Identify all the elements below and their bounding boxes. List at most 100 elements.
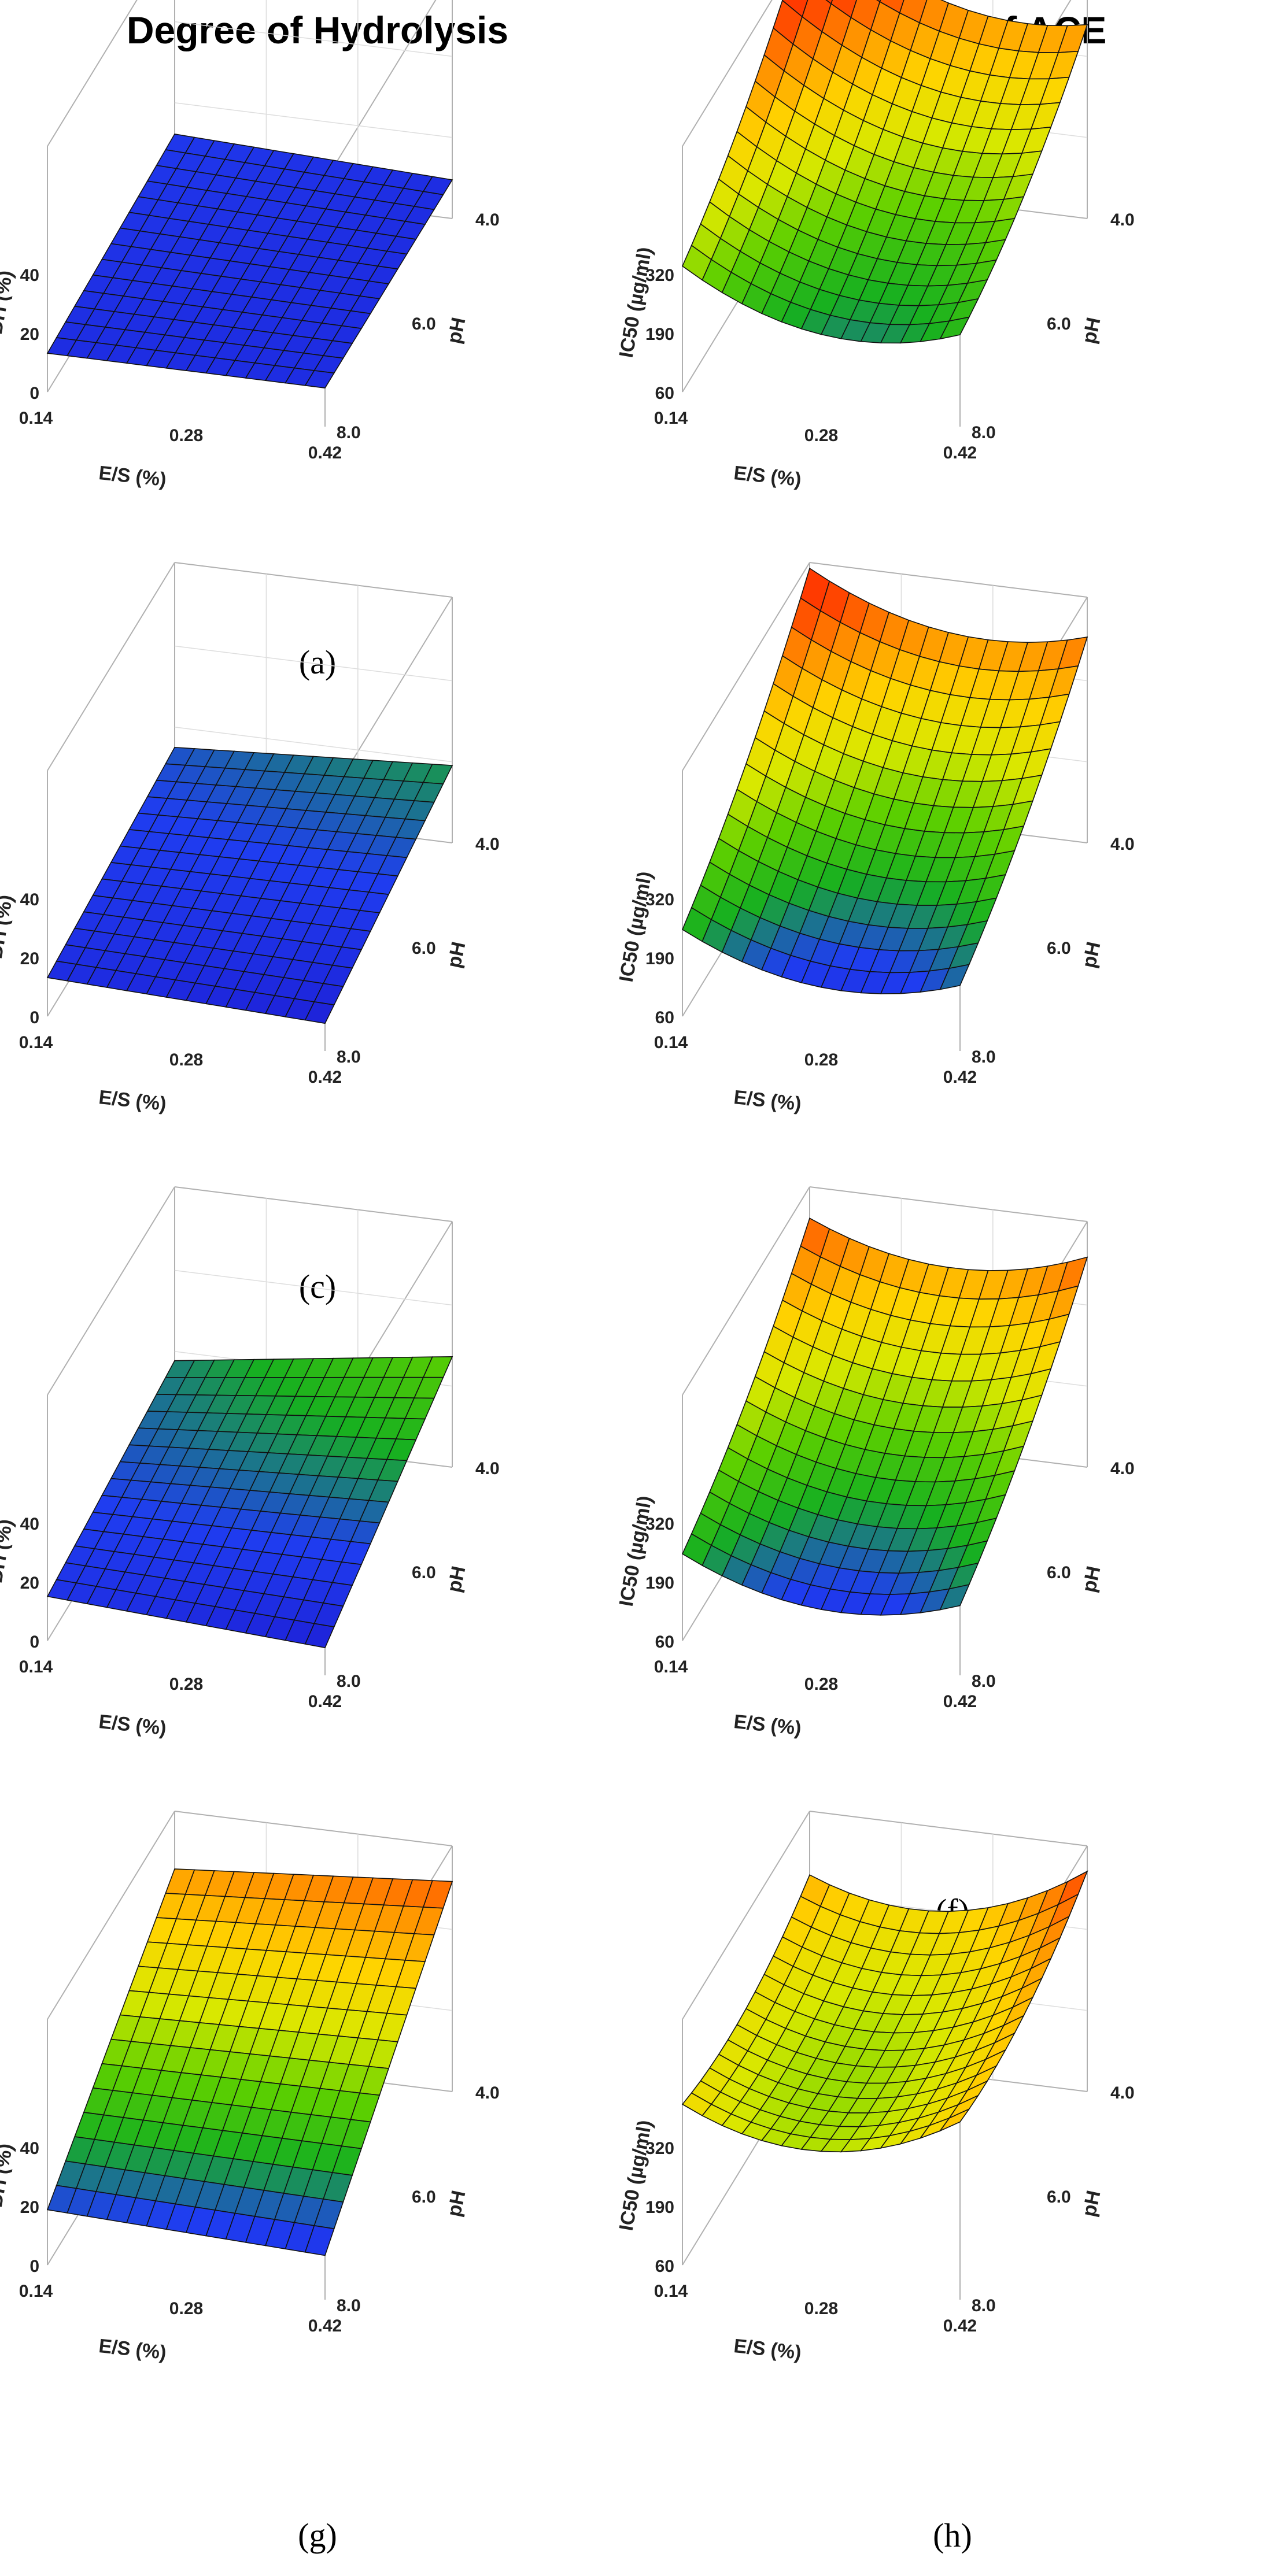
- panel-caption: (c): [298, 1268, 337, 1305]
- y-axis-label: pH: [1078, 316, 1105, 346]
- x-tick-label: 0.42: [308, 1692, 342, 1711]
- y-tick-label: 6.0: [1047, 1563, 1071, 1582]
- plot-box-edge: [47, 562, 175, 771]
- x-tick-label: 0.28: [804, 1675, 838, 1694]
- surface-cell: [304, 2225, 335, 2256]
- x-tick-label: 0.14: [654, 2282, 688, 2301]
- x-tick-label: 0.28: [169, 2299, 203, 2318]
- y-axis-label: pH: [1078, 2189, 1105, 2219]
- plot-box-edge: [809, 1811, 1088, 1846]
- z-tick-label: 20: [20, 2198, 39, 2217]
- y-tick-label: 6.0: [412, 1563, 436, 1582]
- surface-mesh: [681, 567, 1088, 994]
- z-tick-label: 60: [655, 2257, 674, 2276]
- z-tick-label: 40: [20, 890, 39, 909]
- y-tick-label: 6.0: [1047, 2188, 1071, 2207]
- y-tick-label: 6.0: [412, 2188, 436, 2207]
- x-tick-label: 0.42: [943, 2316, 977, 2336]
- y-tick-label: 8.0: [972, 423, 996, 442]
- surface-panel: 0 20 40 DH (%) 0.14 0.28 0.42 E/S (%) 4.0 6.0 8.0 p…: [0, 0, 635, 703]
- x-tick-label: 0.42: [308, 2316, 342, 2336]
- z-tick-label: 60: [655, 384, 674, 403]
- y-tick-label: 4.0: [475, 1459, 500, 1478]
- z-tick-label: 320: [645, 1515, 674, 1534]
- z-tick-label: 40: [20, 2139, 39, 2158]
- y-tick-label: 4.0: [475, 2083, 500, 2103]
- z-tick-label: 190: [645, 2198, 674, 2217]
- y-tick-label: 6.0: [1047, 939, 1071, 958]
- z-tick-label: 20: [20, 1574, 39, 1593]
- y-tick-label: 8.0: [337, 423, 361, 442]
- y-tick-label: 4.0: [1110, 2083, 1135, 2103]
- x-axis-label: E/S (%): [98, 1711, 167, 1739]
- x-tick-label: 0.14: [19, 2282, 53, 2301]
- plot-box-edge: [47, 1811, 175, 2020]
- back-gridline: [174, 1270, 453, 1306]
- y-tick-label: 4.0: [1110, 835, 1135, 854]
- plot-box-edge: [809, 1186, 1088, 1222]
- y-tick-label: 8.0: [972, 2296, 996, 2315]
- plot-box-edge: [809, 562, 1088, 598]
- surface-panel: 0 20 40 DH (%) 0.14 0.28 0.42 E/S (%) 4.0 6.0 8.0 p…: [0, 1811, 635, 2576]
- x-axis-label: E/S (%): [733, 1086, 802, 1115]
- surface-panel: 60 190 320 IC50 (µg/ml) 0.14 0.28 0.42 E/S (%) 4…: [615, 1811, 1270, 2576]
- y-axis-label: pH: [1078, 940, 1105, 970]
- x-tick-label: 0.14: [654, 409, 688, 428]
- surface-mesh: [681, 1217, 1088, 1616]
- x-axis-label: E/S (%): [98, 462, 167, 491]
- column-title-hydrolysis: Degree of Hydrolysis: [126, 9, 509, 51]
- z-tick-label: 320: [645, 2139, 674, 2158]
- y-axis-label: pH: [1078, 1564, 1105, 1594]
- z-axis-label: DH (%): [0, 1518, 17, 1585]
- x-axis-label: E/S (%): [98, 2335, 167, 2364]
- surface-mesh: [681, 1870, 1088, 2153]
- panel-caption: (g): [298, 2516, 337, 2554]
- z-axis-label: DH (%): [0, 269, 17, 336]
- plot-box-edge: [682, 562, 810, 771]
- x-axis-label: E/S (%): [98, 1086, 167, 1115]
- plot-box-edge: [324, 0, 437, 182]
- y-axis-label: pH: [443, 1564, 470, 1594]
- back-gridline: [174, 727, 453, 763]
- z-tick-label: 320: [645, 890, 674, 909]
- surface-cell: [939, 316, 970, 340]
- y-tick-label: 4.0: [475, 835, 500, 854]
- y-tick-label: 8.0: [337, 1048, 361, 1067]
- x-tick-label: 0.42: [308, 443, 342, 462]
- y-tick-label: 6.0: [1047, 314, 1071, 334]
- y-tick-label: 8.0: [337, 2296, 361, 2315]
- x-tick-label: 0.28: [804, 2299, 838, 2318]
- z-tick-label: 40: [20, 266, 39, 285]
- x-tick-label: 0.14: [654, 1657, 688, 1676]
- y-tick-label: 4.0: [1110, 1459, 1135, 1478]
- plot-box-edge: [174, 562, 453, 598]
- z-tick-label: 20: [20, 949, 39, 968]
- surface-mesh: [46, 1356, 453, 1649]
- surface-cell: [939, 964, 970, 990]
- z-tick-label: 0: [29, 1008, 39, 1027]
- surface-panel: 0 20 40 DH (%) 0.14 0.28 0.42 E/S (%) 4.0 6.0 8.0 p…: [0, 1186, 635, 1952]
- plot-box-edge: [682, 1186, 810, 1396]
- z-tick-label: 190: [645, 325, 674, 344]
- z-tick-label: 20: [20, 325, 39, 344]
- surface-mesh: [46, 1868, 453, 2256]
- z-tick-label: 190: [645, 1574, 674, 1593]
- x-tick-label: 0.28: [169, 426, 203, 445]
- x-tick-label: 0.28: [804, 1050, 838, 1069]
- plot-box-edge: [47, 1186, 175, 1396]
- y-tick-label: 4.0: [475, 210, 500, 230]
- panel-caption: (h): [933, 2516, 972, 2554]
- x-tick-label: 0.14: [19, 409, 53, 428]
- y-tick-label: 6.0: [412, 939, 436, 958]
- y-tick-label: 4.0: [1110, 210, 1135, 230]
- surface-cell: [304, 1623, 335, 1649]
- x-tick-label: 0.28: [169, 1675, 203, 1694]
- z-tick-label: 60: [655, 1633, 674, 1652]
- y-axis-label: pH: [443, 940, 470, 970]
- x-tick-label: 0.42: [308, 1068, 342, 1087]
- z-axis-label: DH (%): [0, 2142, 17, 2209]
